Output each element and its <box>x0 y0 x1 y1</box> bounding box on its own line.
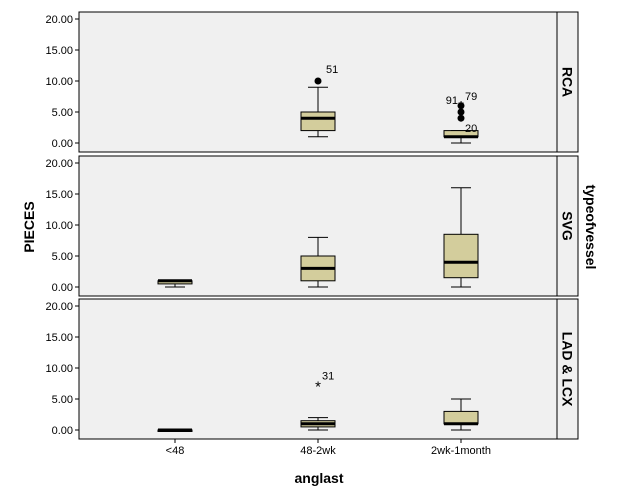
y-tick-label: 15.00 <box>45 332 73 344</box>
y-tick-label: 20.00 <box>45 14 73 26</box>
x-axis-label: anglast <box>294 470 343 486</box>
y-tick-label: 0.00 <box>52 282 73 294</box>
y-tick-label: 5.00 <box>52 251 73 263</box>
outlier-star: * <box>315 379 321 396</box>
y-tick-label: 0.00 <box>52 425 73 437</box>
y-tick-label: 10.00 <box>45 76 73 88</box>
y-tick-label: 15.00 <box>45 189 73 201</box>
outlier-point <box>457 108 465 116</box>
y-tick-label: 20.00 <box>45 301 73 313</box>
facet-strip <box>556 155 579 297</box>
x-tick-label: 48-2wk <box>300 445 336 457</box>
box <box>443 410 479 425</box>
outlier-star: * <box>458 98 464 115</box>
x-tick-label: 2wk-1month <box>431 445 491 457</box>
outlier-point <box>314 77 322 85</box>
facet-strip-label: LAD & LCX <box>560 332 576 407</box>
facet-strip <box>556 11 579 153</box>
outlier-label: 51 <box>326 64 338 76</box>
outlier-point <box>457 102 465 110</box>
x-axis: <48 48-2wk 2wk-1month <box>166 439 491 457</box>
y-tick-label: 5.00 <box>52 394 73 406</box>
facet-strip-label: RCA <box>560 67 576 97</box>
y-tick-label: 15.00 <box>45 45 73 57</box>
box <box>443 233 479 279</box>
outlier-point <box>457 114 465 122</box>
y-tick-label: 20.00 <box>45 158 73 170</box>
x-tick-label: <48 <box>166 445 185 457</box>
y-tick-label: 10.00 <box>45 363 73 375</box>
y-axis-label: PIECES <box>21 201 37 252</box>
facet-strip <box>556 298 579 440</box>
facet-title: typeofvessel <box>583 185 599 270</box>
y-tick-label: 0.00 <box>52 138 73 150</box>
panels: RCA0.005.0010.0015.0020.005179*9120SVG0.… <box>45 11 579 440</box>
y-tick-label: 5.00 <box>52 107 73 119</box>
outlier-label: 79 <box>465 91 477 103</box>
facet-strip-label: SVG <box>560 211 576 241</box>
outlier-label: 31 <box>322 371 334 383</box>
outlier-label: 91 <box>446 95 458 107</box>
y-tick-label: 10.00 <box>45 220 73 232</box>
box <box>300 111 336 132</box>
outlier-label: 20 <box>465 123 477 135</box>
